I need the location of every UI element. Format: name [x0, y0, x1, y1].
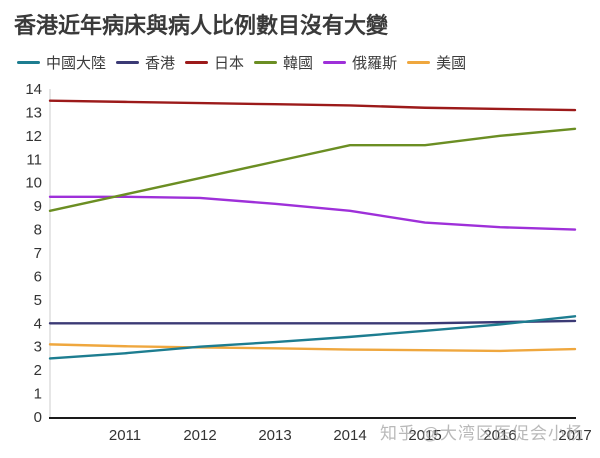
legend-label: 韓國 — [283, 55, 314, 72]
series-line-3 — [48, 127, 577, 213]
y-tick-label: 10 — [25, 175, 42, 192]
chart-legend: 中國大陸 香港 日本 韓國 俄羅斯 美國 — [17, 52, 476, 73]
series-line-2 — [48, 99, 577, 112]
x-tick-label: 2015 — [408, 427, 441, 444]
series-line-0 — [48, 315, 577, 360]
legend-swatch-icon — [17, 61, 40, 64]
series-line-4 — [48, 195, 577, 231]
x-tick-label: 2013 — [258, 427, 291, 444]
x-tick-label: 2012 — [183, 427, 216, 444]
y-tick-label: 11 — [26, 151, 42, 168]
y-tick-label: 2 — [34, 362, 42, 379]
legend-item-1: 香港 — [116, 52, 175, 73]
y-tick-label: 3 — [34, 339, 42, 356]
legend-label: 中國大陸 — [46, 55, 107, 72]
watermark: 知乎 @大湾区医促会小杨 — [380, 424, 584, 443]
series-line-5 — [48, 343, 577, 353]
legend-item-4: 俄羅斯 — [323, 52, 397, 73]
legend-swatch-icon — [254, 61, 278, 64]
y-tick-label: 9 — [34, 198, 42, 215]
legend-item-5: 美國 — [407, 52, 466, 73]
legend-item-3: 韓國 — [254, 52, 313, 73]
legend-label: 日本 — [214, 55, 245, 72]
y-tick-label: 5 — [34, 292, 42, 309]
x-tick-label: 2011 — [109, 427, 141, 444]
series-line-1 — [48, 319, 577, 325]
x-tick-label: 2014 — [333, 427, 366, 444]
y-tick-label: 1 — [34, 386, 42, 403]
y-tick-label: 13 — [25, 104, 42, 121]
y-tick-label: 14 — [25, 81, 42, 98]
y-tick-label: 6 — [34, 268, 42, 285]
y-tick-label: 12 — [25, 128, 42, 145]
legend-label: 香港 — [145, 55, 176, 72]
legend-swatch-icon — [116, 61, 140, 64]
y-tick-label: 7 — [34, 245, 42, 262]
legend-swatch-icon — [407, 61, 431, 64]
x-tick-label: 2017 — [558, 427, 591, 444]
legend-swatch-icon — [185, 61, 209, 64]
legend-item-2: 日本 — [185, 52, 244, 73]
legend-item-0: 中國大陸 — [17, 52, 106, 73]
x-tick-label: 2016 — [483, 427, 516, 444]
chart-title: 香港近年病床與病人比例數目沒有大變 — [14, 13, 389, 38]
y-tick-label: 4 — [34, 315, 42, 332]
legend-label: 俄羅斯 — [352, 55, 398, 72]
y-tick-label: 8 — [34, 222, 42, 239]
legend-swatch-icon — [323, 61, 347, 64]
y-tick-label: 0 — [34, 409, 42, 426]
legend-label: 美國 — [436, 55, 467, 72]
